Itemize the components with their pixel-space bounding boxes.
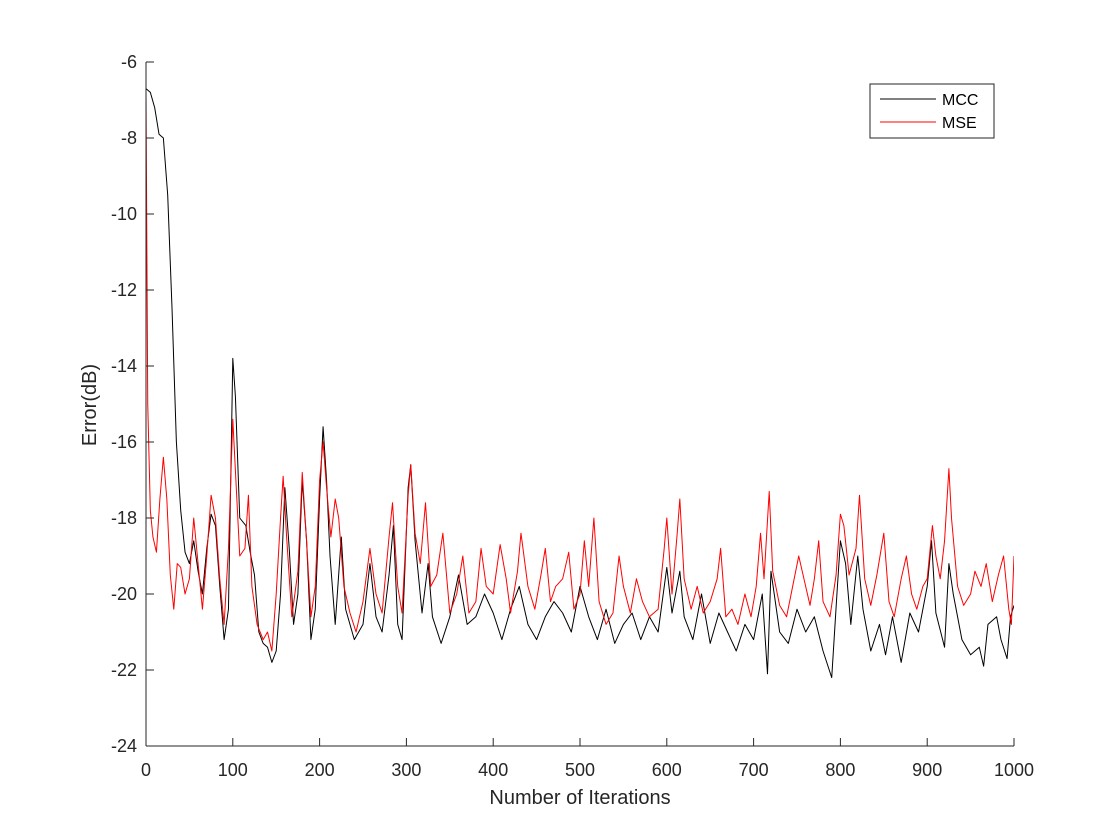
tick-labels: 0 100 200 300 400 500 600 700 800 900 1000 -24 -22 -2… <box>111 52 1034 780</box>
y-axis-title: Error(dB) <box>79 364 101 446</box>
y-tick-label: -24 <box>111 736 137 756</box>
y-tick-label: -20 <box>111 584 137 604</box>
x-tick-label: 500 <box>565 760 595 780</box>
series-line-mse <box>146 92 1014 652</box>
y-tick-label: -8 <box>121 128 137 148</box>
x-tick-label: 0 <box>141 760 151 780</box>
legend: MCC MSE <box>869 83 995 139</box>
x-tick-label: 400 <box>478 760 508 780</box>
y-tick-label: -18 <box>111 508 137 528</box>
legend-label-mcc: MCC <box>942 92 978 109</box>
series-line-mcc <box>146 88 1014 679</box>
x-tick-label: 200 <box>305 760 335 780</box>
series-layer <box>146 88 1014 679</box>
x-axis-title: Number of Iterations <box>489 787 670 809</box>
y-tick-label: -6 <box>121 52 137 72</box>
y-tick-label: -16 <box>111 432 137 452</box>
x-tick-label: 800 <box>825 760 855 780</box>
y-tick-label: -12 <box>111 280 137 300</box>
x-tick-label: 100 <box>218 760 248 780</box>
x-tick-label: 700 <box>739 760 769 780</box>
y-tick-label: -10 <box>111 204 137 224</box>
x-tick-label: 600 <box>652 760 682 780</box>
legend-box <box>869 83 995 139</box>
x-tick-label: 300 <box>391 760 421 780</box>
y-tick-label: -22 <box>111 660 137 680</box>
axes <box>145 61 1015 747</box>
x-tick-label: 900 <box>912 760 942 780</box>
legend-label-mse: MSE <box>942 115 977 132</box>
y-tick-label: -14 <box>111 356 137 376</box>
x-tick-label: 1000 <box>994 760 1034 780</box>
